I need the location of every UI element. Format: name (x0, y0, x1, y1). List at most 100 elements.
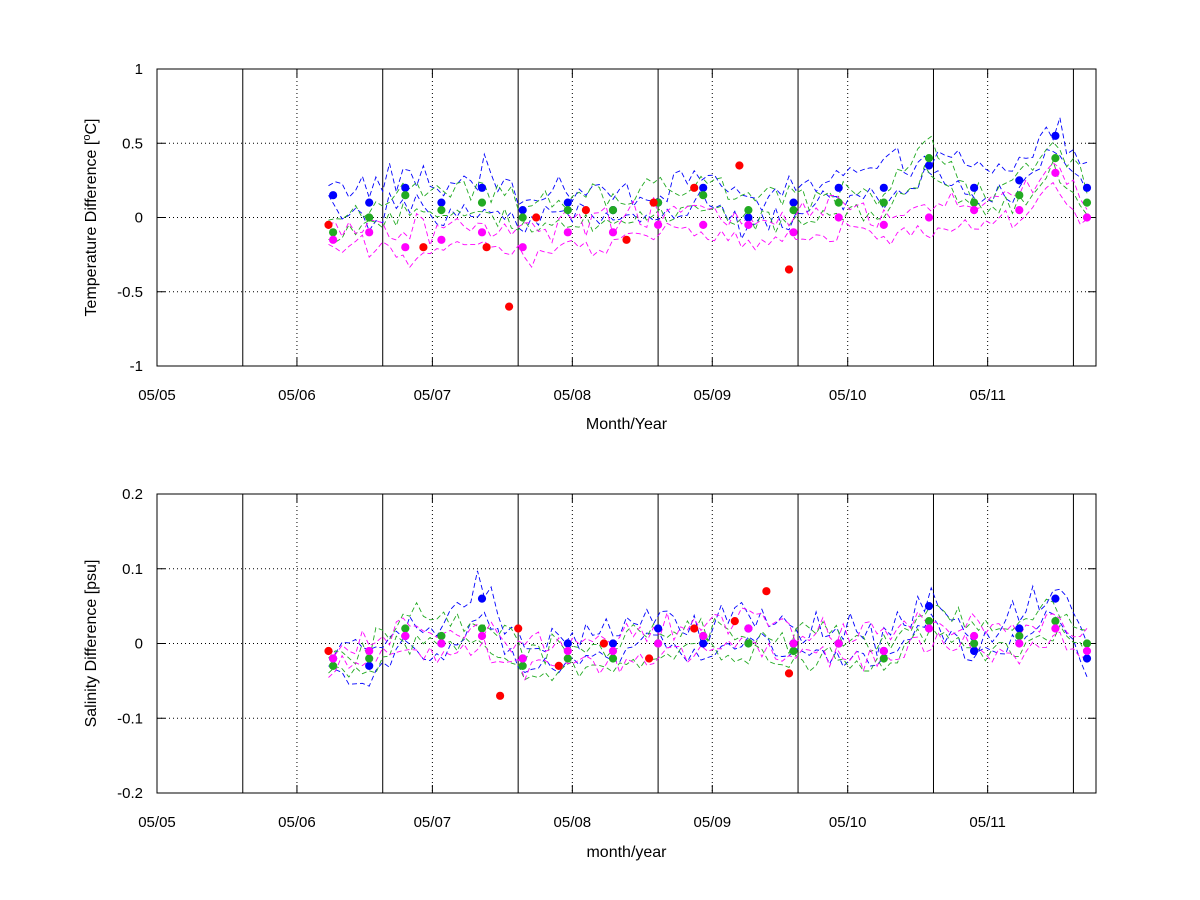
blue-data-point (789, 198, 798, 207)
green-data-point (789, 646, 798, 656)
temperature-panel: -1 -0.5 0 0.5 1 05/05 05/06 05/07 05/08 05/09 05/1… (81, 61, 1097, 433)
y-tick-label: 1 (135, 61, 143, 78)
y-axis-label-main: Temperature Difference [ (83, 140, 100, 316)
red-data-point (735, 161, 744, 170)
magenta-envelope-line (328, 181, 1088, 269)
green-data-point (401, 191, 410, 200)
red-data-point (690, 624, 699, 633)
green-envelope-line (328, 598, 1088, 666)
magenta-data-point (924, 624, 934, 633)
x-axis-label: Month/Year (586, 416, 668, 433)
magenta-data-point (518, 654, 527, 663)
y-axis-label: Salinity Difference [psu] (83, 560, 100, 728)
green-data-point (329, 661, 338, 671)
red-data-point (482, 243, 491, 252)
blue-data-point (744, 213, 753, 222)
green-data-point (437, 206, 446, 215)
magenta-data-point (789, 639, 798, 648)
green-data-point (563, 206, 572, 215)
magenta-data-point (744, 220, 753, 229)
green-data-point (518, 213, 527, 222)
green-data-point (329, 228, 338, 237)
salinity-panel: -0.2 -0.1 0 0.1 0.2 05/05 05/06 05/07 05/08 05/09… (83, 486, 1097, 861)
blue-data-point (699, 639, 708, 648)
green-data-point (1051, 617, 1060, 626)
red-data-point (324, 220, 333, 229)
red-data-point (599, 639, 609, 648)
green-data-point (744, 206, 753, 215)
magenta-data-point (1015, 639, 1024, 648)
y-tick-label: -1 (130, 358, 143, 375)
magenta-data-point (879, 220, 888, 229)
green-data-point (789, 206, 798, 215)
x-tick-label: 05/09 (694, 814, 732, 831)
blue-data-point (879, 183, 888, 192)
y-tick-label: 0.1 (122, 561, 143, 578)
blue-data-point (970, 183, 979, 192)
blue-data-point (1051, 594, 1060, 603)
green-data-point (563, 654, 572, 663)
magenta-data-point (401, 631, 410, 641)
blue-data-point (924, 161, 934, 170)
x-axis-label: month/year (586, 844, 667, 861)
magenta-data-point (1082, 646, 1092, 656)
magenta-envelope-line (328, 607, 1088, 656)
x-tick-label: 05/09 (694, 387, 732, 404)
magenta-data-point (924, 213, 934, 222)
blue-data-point (401, 183, 410, 192)
green-data-point (1015, 191, 1024, 200)
magenta-data-point (437, 639, 446, 648)
green-data-point (970, 639, 979, 648)
green-data-point (879, 654, 888, 663)
y-axis-label-superscript: o (81, 135, 93, 141)
x-tick-label: 05/06 (278, 387, 316, 404)
magenta-data-point (970, 631, 979, 641)
x-tick-label: 05/10 (829, 387, 867, 404)
magenta-envelope-line (328, 162, 1088, 247)
red-data-point (784, 669, 794, 678)
magenta-data-point (437, 235, 446, 244)
green-data-point (437, 631, 446, 641)
red-data-point (419, 243, 428, 252)
blue-envelope-line (328, 148, 1088, 241)
magenta-data-point (365, 228, 374, 237)
blue-data-point (365, 198, 374, 207)
magenta-data-point (518, 243, 527, 252)
green-envelope-line (328, 624, 1088, 682)
y-axis-label-unit: C] (83, 119, 100, 135)
y-axis-label-main: Salinity Difference [psu] (83, 560, 100, 728)
red-data-point (532, 213, 541, 222)
magenta-data-point (1082, 213, 1092, 222)
blue-data-point (1082, 183, 1092, 192)
green-data-point (1051, 154, 1060, 163)
x-tick-label: 05/05 (138, 387, 176, 404)
magenta-data-point (699, 631, 708, 641)
magenta-data-point (477, 631, 487, 641)
blue-data-point (608, 639, 618, 648)
y-tick-label: 0 (135, 636, 143, 653)
magenta-data-point (329, 654, 338, 663)
red-data-point (622, 235, 631, 244)
green-data-point (924, 154, 934, 163)
y-tick-label: 0 (135, 210, 143, 227)
blue-data-point (477, 594, 487, 603)
blue-data-point (365, 661, 374, 671)
x-tick-label: 05/07 (414, 814, 452, 831)
red-data-point (496, 691, 505, 700)
x-tick-label: 05/08 (554, 814, 592, 831)
green-data-point (834, 198, 843, 207)
magenta-data-point (970, 206, 979, 215)
x-tick-label: 05/06 (278, 814, 316, 831)
blue-data-point (834, 183, 843, 192)
blue-envelope-line (328, 570, 1088, 656)
blue-data-point (563, 198, 572, 207)
green-envelope-line (328, 159, 1088, 243)
blue-data-point (1082, 654, 1092, 663)
blue-data-point (924, 602, 934, 611)
blue-envelope-line (328, 610, 1088, 687)
blue-data-point (699, 183, 708, 192)
magenta-data-point (879, 646, 888, 656)
magenta-data-point (834, 639, 843, 648)
blue-envelope-line (328, 117, 1088, 212)
x-tick-label: 05/10 (829, 814, 867, 831)
